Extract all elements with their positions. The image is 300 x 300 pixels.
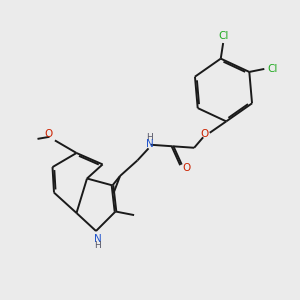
Text: Cl: Cl xyxy=(267,64,278,74)
Text: H: H xyxy=(146,133,153,142)
Text: O: O xyxy=(183,164,191,173)
Text: O: O xyxy=(200,129,208,139)
Text: H: H xyxy=(94,242,101,250)
Text: N: N xyxy=(146,139,153,149)
Text: N: N xyxy=(94,233,101,244)
Text: Cl: Cl xyxy=(218,32,228,41)
Text: O: O xyxy=(45,129,53,140)
